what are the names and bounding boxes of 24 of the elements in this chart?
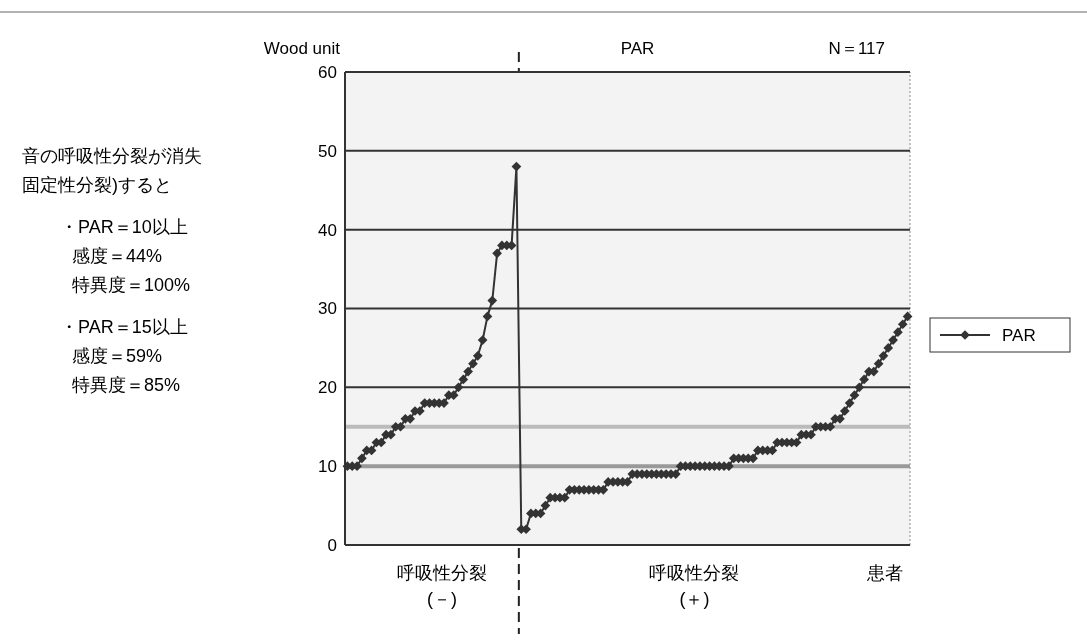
y-tick-label: 10 — [318, 457, 337, 477]
text: ・PAR＝15以上 — [60, 317, 188, 337]
text: 固定性分裂)すると — [22, 175, 172, 195]
y-tick-label: 40 — [318, 220, 337, 240]
legend-label: PAR — [1002, 325, 1036, 345]
y-tick-label: 0 — [327, 535, 337, 555]
y-tick-label: 30 — [318, 299, 337, 319]
text: 呼吸性分裂 — [396, 563, 487, 583]
text: ・PAR＝10以上 — [60, 217, 188, 237]
chart-title: PAR — [620, 39, 655, 58]
y-axis-title: Wood unit — [263, 39, 341, 58]
text: 音の呼吸性分裂が消失 — [22, 146, 202, 166]
text: (－) — [426, 589, 457, 609]
text: 感度＝44% — [72, 246, 163, 266]
text: 特異度＝100% — [72, 275, 191, 295]
y-tick-label: 20 — [318, 378, 337, 398]
y-tick-label: 60 — [318, 62, 337, 82]
y-tick-label: 50 — [318, 141, 337, 161]
text: 呼吸性分裂 — [649, 563, 740, 583]
chart-subtitle: N＝117 — [828, 39, 885, 58]
text: 感度＝59% — [72, 346, 163, 366]
text: (＋) — [679, 589, 710, 609]
text: 特異度＝85% — [72, 375, 181, 395]
x-axis-title: 患者 — [866, 563, 903, 583]
